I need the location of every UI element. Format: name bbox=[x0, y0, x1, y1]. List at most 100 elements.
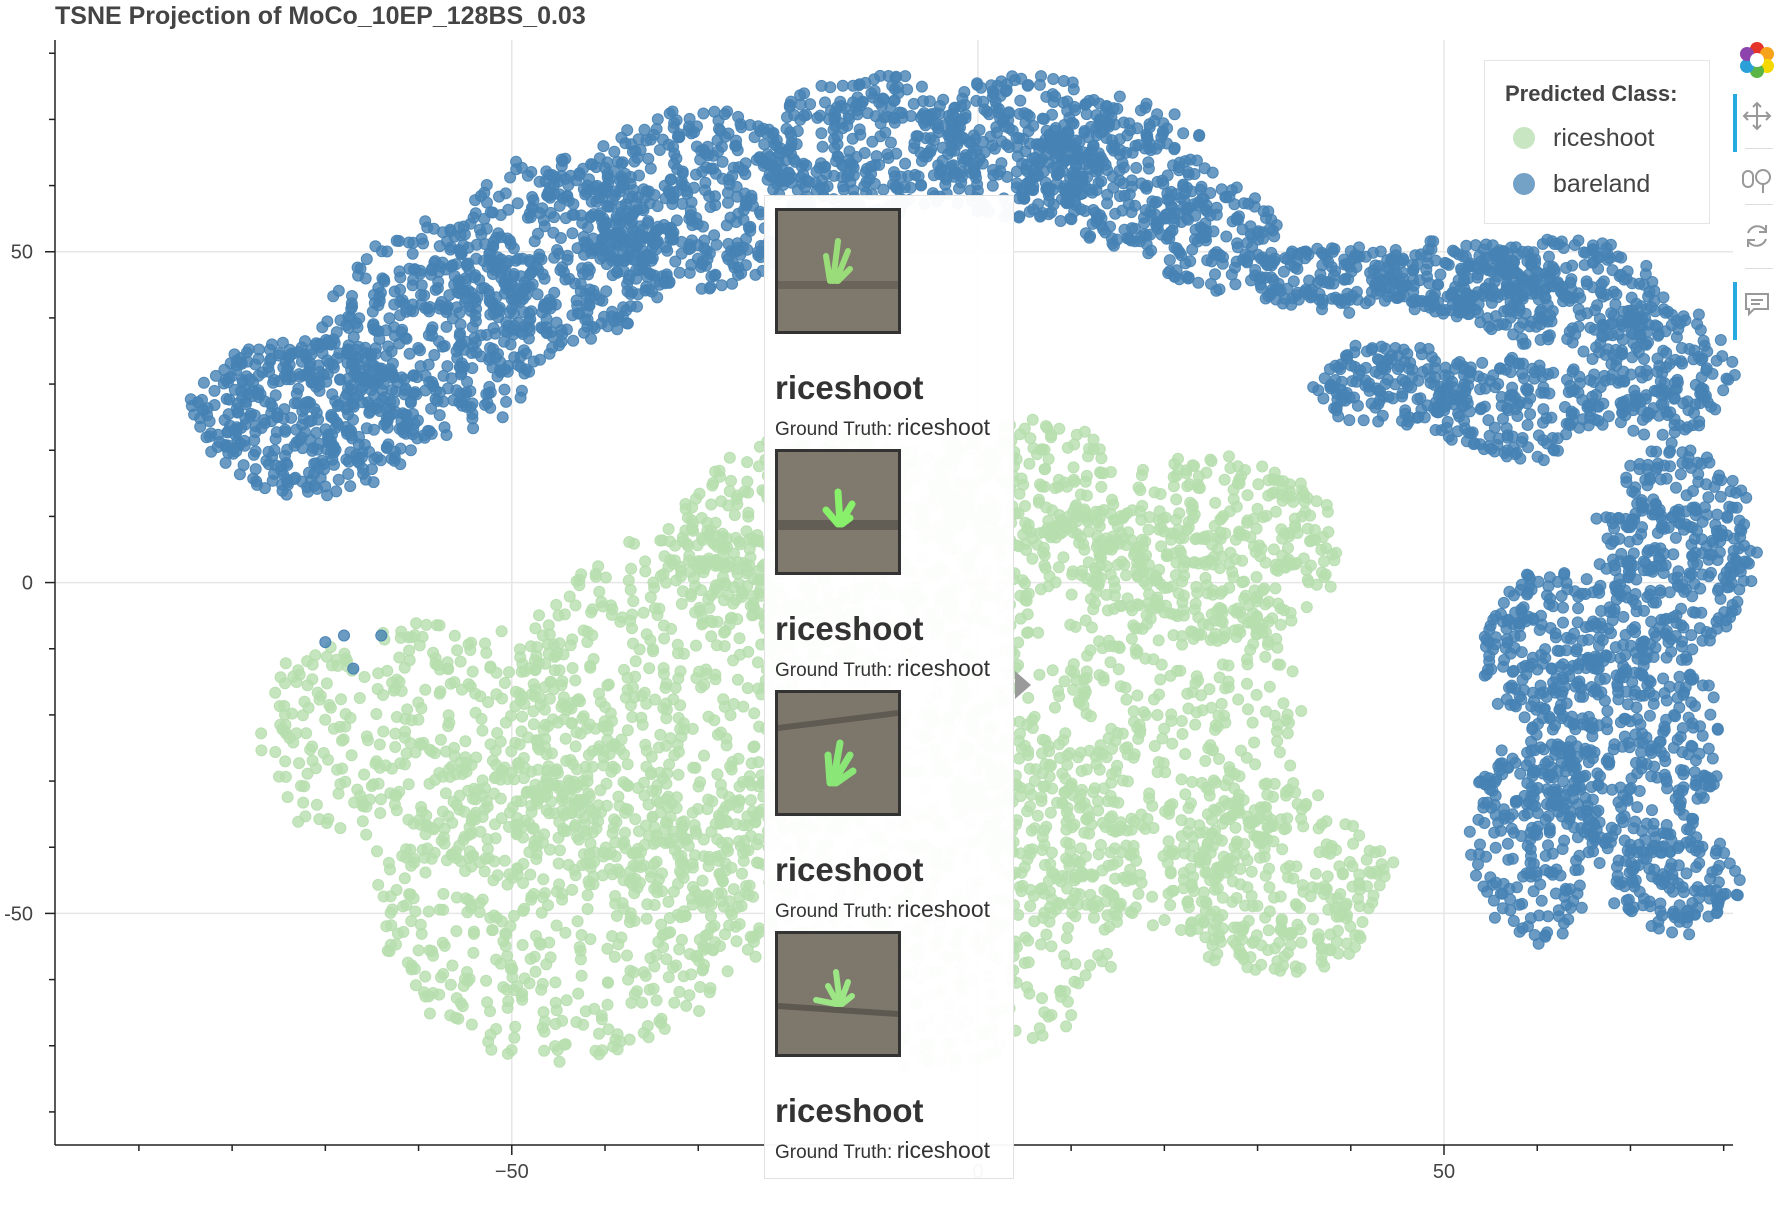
point-riceshoot[interactable] bbox=[1108, 575, 1120, 588]
point-riceshoot[interactable] bbox=[659, 681, 672, 694]
point-riceshoot[interactable] bbox=[1249, 963, 1262, 976]
point-riceshoot[interactable] bbox=[1198, 845, 1211, 858]
point-riceshoot[interactable] bbox=[332, 787, 345, 800]
point-riceshoot[interactable] bbox=[1176, 728, 1189, 740]
point-bareland[interactable] bbox=[230, 354, 243, 367]
point-riceshoot[interactable] bbox=[612, 790, 625, 803]
point-riceshoot[interactable] bbox=[1073, 793, 1085, 806]
point-riceshoot[interactable] bbox=[1248, 736, 1261, 749]
point-riceshoot[interactable] bbox=[443, 716, 456, 729]
point-riceshoot[interactable] bbox=[1078, 425, 1091, 438]
point-riceshoot[interactable] bbox=[737, 700, 750, 713]
point-riceshoot[interactable] bbox=[552, 857, 565, 870]
point-riceshoot[interactable] bbox=[1295, 936, 1308, 949]
point-riceshoot[interactable] bbox=[1318, 960, 1331, 973]
point-riceshoot[interactable] bbox=[1221, 798, 1234, 811]
point-riceshoot[interactable] bbox=[568, 793, 581, 806]
point-riceshoot[interactable] bbox=[534, 698, 547, 711]
point-riceshoot[interactable] bbox=[419, 970, 432, 983]
point-riceshoot[interactable] bbox=[1181, 687, 1194, 700]
point-riceshoot[interactable] bbox=[588, 1002, 601, 1015]
point-riceshoot[interactable] bbox=[422, 990, 435, 1003]
point-riceshoot[interactable] bbox=[651, 886, 664, 899]
point-riceshoot[interactable] bbox=[479, 852, 492, 865]
point-riceshoot[interactable] bbox=[609, 890, 622, 902]
point-riceshoot[interactable] bbox=[536, 629, 549, 642]
point-bareland[interactable] bbox=[354, 262, 367, 275]
point-bareland[interactable] bbox=[276, 484, 289, 497]
point-riceshoot[interactable] bbox=[527, 678, 540, 691]
point-riceshoot[interactable] bbox=[478, 865, 491, 878]
point-riceshoot[interactable] bbox=[1260, 777, 1273, 790]
point-riceshoot[interactable] bbox=[427, 949, 439, 962]
point-riceshoot[interactable] bbox=[1234, 606, 1246, 619]
point-riceshoot[interactable] bbox=[1094, 839, 1107, 851]
point-riceshoot[interactable] bbox=[1273, 746, 1286, 759]
point-riceshoot[interactable] bbox=[1241, 653, 1253, 666]
point-riceshoot[interactable] bbox=[1126, 907, 1139, 919]
point-riceshoot[interactable] bbox=[533, 743, 546, 756]
point-riceshoot[interactable] bbox=[1184, 797, 1197, 810]
point-riceshoot[interactable] bbox=[1179, 748, 1192, 760]
point-bareland[interactable] bbox=[310, 337, 323, 350]
point-riceshoot[interactable] bbox=[1213, 601, 1226, 614]
point-riceshoot[interactable] bbox=[297, 796, 310, 809]
point-riceshoot[interactable] bbox=[686, 806, 699, 819]
point-bareland[interactable] bbox=[228, 383, 241, 396]
point-riceshoot[interactable] bbox=[661, 801, 674, 814]
point-riceshoot[interactable] bbox=[523, 662, 536, 675]
point-bareland[interactable] bbox=[255, 422, 268, 434]
point-riceshoot[interactable] bbox=[695, 584, 707, 597]
point-riceshoot[interactable] bbox=[281, 791, 294, 804]
point-riceshoot[interactable] bbox=[1053, 738, 1066, 751]
point-riceshoot[interactable] bbox=[1304, 509, 1317, 522]
point-riceshoot[interactable] bbox=[1168, 608, 1181, 621]
point-riceshoot[interactable] bbox=[489, 832, 502, 845]
point-riceshoot[interactable] bbox=[1153, 523, 1166, 536]
point-riceshoot[interactable] bbox=[1262, 924, 1275, 937]
point-riceshoot[interactable] bbox=[570, 778, 583, 791]
point-bareland[interactable] bbox=[404, 444, 417, 457]
point-riceshoot[interactable] bbox=[1249, 758, 1262, 771]
point-riceshoot[interactable] bbox=[1023, 457, 1036, 470]
point-riceshoot[interactable] bbox=[1073, 536, 1086, 549]
point-riceshoot[interactable] bbox=[1022, 587, 1035, 600]
point-riceshoot[interactable] bbox=[674, 911, 687, 924]
point-riceshoot[interactable] bbox=[563, 590, 576, 603]
point-riceshoot[interactable] bbox=[1080, 469, 1093, 482]
point-riceshoot[interactable] bbox=[446, 816, 459, 829]
point-riceshoot[interactable] bbox=[672, 768, 685, 781]
point-riceshoot[interactable] bbox=[1014, 428, 1027, 441]
point-riceshoot[interactable] bbox=[638, 789, 651, 802]
point-riceshoot[interactable] bbox=[711, 768, 724, 781]
point-riceshoot[interactable] bbox=[1056, 526, 1069, 539]
point-riceshoot[interactable] bbox=[389, 741, 402, 753]
point-riceshoot[interactable] bbox=[667, 961, 680, 974]
point-riceshoot[interactable] bbox=[415, 801, 428, 813]
point-bareland[interactable] bbox=[223, 393, 236, 406]
point-riceshoot[interactable] bbox=[1028, 710, 1041, 723]
point-riceshoot[interactable] bbox=[310, 798, 323, 811]
point-riceshoot[interactable] bbox=[1044, 806, 1057, 819]
point-riceshoot[interactable] bbox=[1088, 911, 1100, 924]
point-bareland[interactable] bbox=[351, 321, 364, 334]
point-riceshoot[interactable] bbox=[673, 943, 686, 956]
point-riceshoot[interactable] bbox=[1045, 907, 1058, 920]
point-riceshoot[interactable] bbox=[398, 872, 411, 885]
point-riceshoot[interactable] bbox=[474, 825, 487, 838]
point-bareland[interactable] bbox=[428, 349, 441, 361]
point-riceshoot[interactable] bbox=[687, 761, 700, 774]
point-bareland[interactable] bbox=[382, 340, 395, 353]
point-riceshoot[interactable] bbox=[1241, 489, 1254, 502]
point-riceshoot[interactable] bbox=[1120, 569, 1133, 582]
point-riceshoot[interactable] bbox=[1387, 856, 1400, 869]
point-riceshoot[interactable] bbox=[592, 560, 605, 573]
point-riceshoot[interactable] bbox=[1313, 846, 1326, 859]
point-riceshoot[interactable] bbox=[1127, 619, 1140, 632]
point-riceshoot[interactable] bbox=[1223, 581, 1236, 594]
point-riceshoot[interactable] bbox=[1277, 697, 1290, 710]
point-bareland[interactable] bbox=[438, 340, 451, 352]
point-riceshoot[interactable] bbox=[1134, 484, 1147, 497]
point-bareland[interactable] bbox=[368, 297, 381, 309]
point-riceshoot[interactable] bbox=[639, 565, 652, 578]
